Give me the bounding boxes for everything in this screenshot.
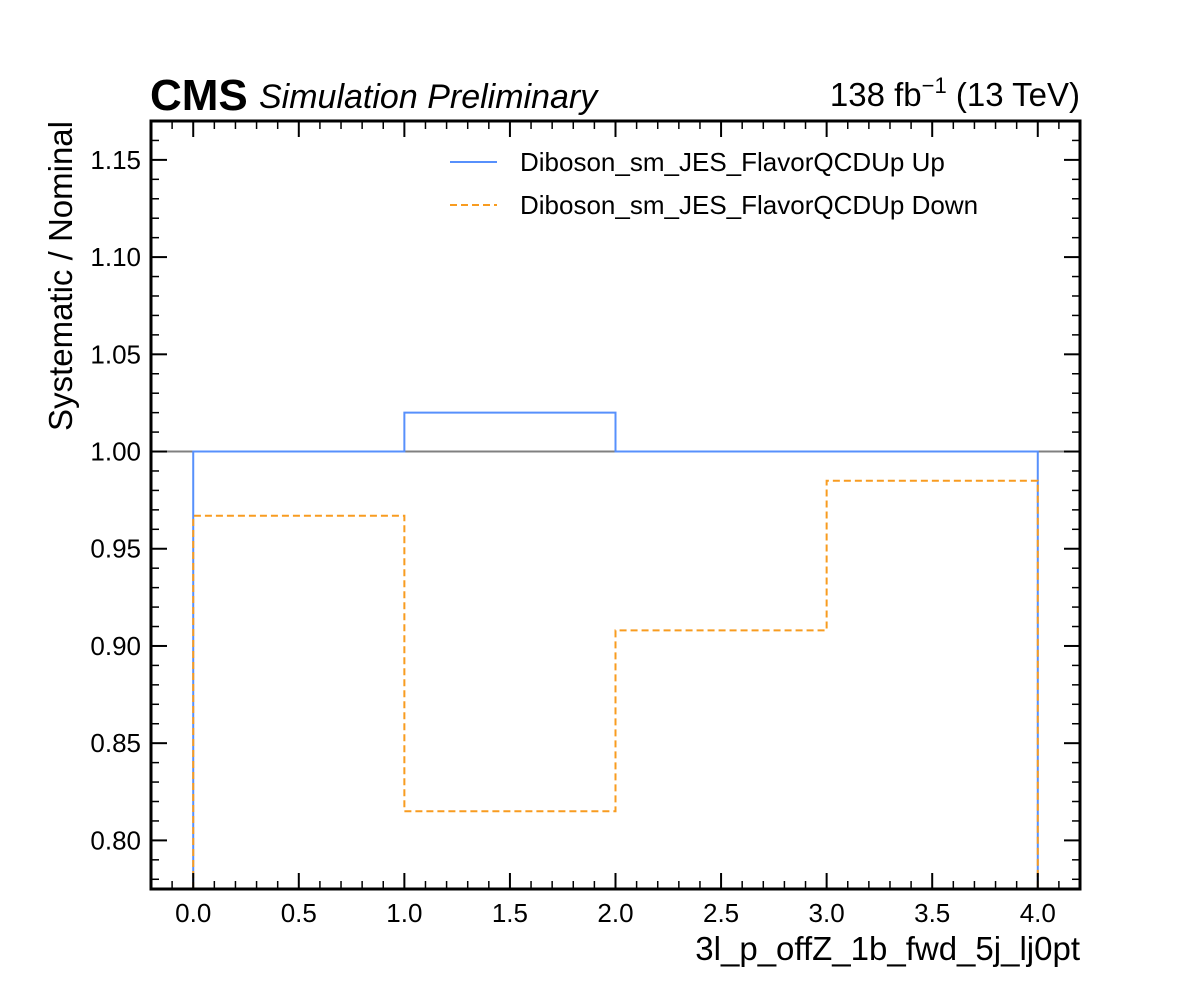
experiment-label: CMS [150,71,248,120]
lumi-energy: (13 TeV) [947,76,1080,113]
y-tick-label: 1.05 [90,339,141,369]
y-tick-label: 1.10 [90,242,141,272]
y-tick-label: 0.85 [90,728,141,758]
x-tick-label: 2.0 [597,898,633,928]
y-tick-label: 0.90 [90,631,141,661]
x-tick-label: 1.5 [492,898,528,928]
lumi-value: 138 fb [830,76,922,113]
x-tick-label: 4.0 [1020,898,1056,928]
y-axis-label: Systematic / Nominal [42,121,79,431]
simulation-label: Simulation Preliminary [259,78,599,116]
y-tick-label: 1.15 [90,145,141,175]
legend-entry-down: Diboson_sm_JES_FlavorQCDUp Down [520,190,978,220]
x-tick-label: 2.5 [703,898,739,928]
y-tick-label: 0.95 [90,534,141,564]
x-axis-tick-labels: 0.0 0.5 1.0 1.5 2.0 2.5 3.0 3.5 4.0 [175,898,1056,928]
plot-frame [149,119,1082,891]
x-tick-label: 0.0 [175,898,211,928]
x-tick-label: 3.5 [914,898,950,928]
plot-area [151,411,1080,889]
series-up-line [192,411,1039,889]
x-tick-label: 0.5 [281,898,317,928]
legend-entry-up: Diboson_sm_JES_FlavorQCDUp Up [520,147,945,177]
legend: Diboson_sm_JES_FlavorQCDUp Up Diboson_sm… [450,147,978,220]
x-tick-label: 1.0 [386,898,422,928]
lumi-exponent: −1 [922,73,947,98]
x-axis-label: 3l_p_offZ_1b_fwd_5j_lj0pt [695,930,1080,967]
y-tick-label: 1.00 [90,437,141,467]
y-axis-tick-labels: 0.80 0.85 0.90 0.95 1.00 1.05 1.10 1.15 [90,145,141,856]
series-down-line [192,479,1039,889]
y-tick-label: 0.80 [90,825,141,855]
luminosity-label: 138 fb−1 (13 TeV) [830,73,1080,113]
x-tick-label: 3.0 [809,898,845,928]
